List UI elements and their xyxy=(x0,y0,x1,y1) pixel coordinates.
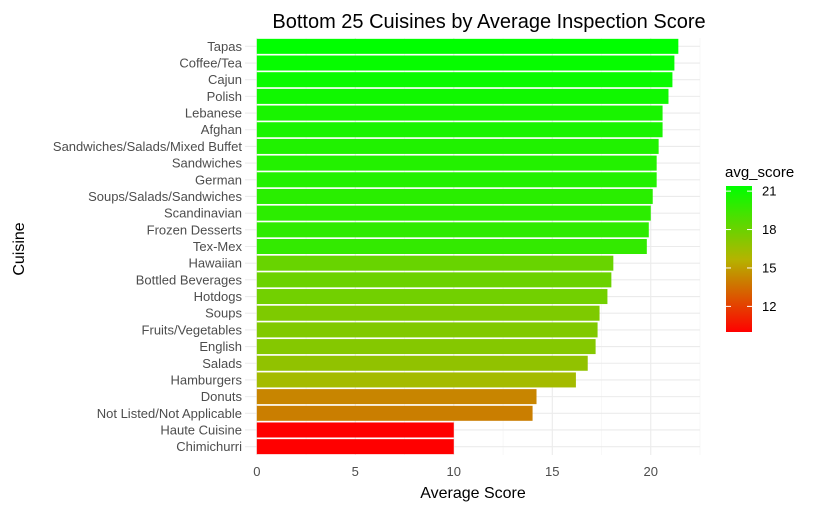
y-tick-label: Coffee/Tea xyxy=(179,56,242,71)
legend-tick-label: 12 xyxy=(762,299,776,314)
y-tick-label: English xyxy=(199,339,242,354)
y-tick-label: Scandinavian xyxy=(164,206,242,221)
legend-colorbar xyxy=(726,186,752,332)
bar xyxy=(256,289,608,305)
y-tick-label: Chimichurri xyxy=(176,439,242,454)
bar xyxy=(256,122,663,138)
bar xyxy=(256,88,669,104)
y-tick-label: Sandwiches xyxy=(172,156,243,171)
x-tick-labels: 0 5 10 15 20 xyxy=(253,464,658,479)
y-tick-label: Polish xyxy=(207,89,242,104)
y-tick-label: Cajun xyxy=(208,72,242,87)
legend-title: avg_score xyxy=(725,164,794,181)
chart-title: Bottom 25 Cuisines by Average Inspection… xyxy=(272,11,705,33)
y-tick-label: Tapas xyxy=(207,39,242,54)
y-tick-label: Bottled Beverages xyxy=(136,272,243,287)
y-tick-label: Afghan xyxy=(201,122,242,137)
x-tick-label: 5 xyxy=(352,464,359,479)
y-tick-label: Tex-Mex xyxy=(193,239,243,254)
bar xyxy=(256,405,533,421)
bar xyxy=(256,305,600,321)
bar xyxy=(256,155,657,171)
color-legend: avg_score 12 15 18 21 xyxy=(725,164,794,332)
y-tick-label: Frozen Desserts xyxy=(147,222,243,237)
bar xyxy=(256,355,588,371)
y-tick-label: Fruits/Vegetables xyxy=(142,322,243,337)
bars-group xyxy=(256,38,679,455)
bar xyxy=(256,205,651,221)
bar xyxy=(256,372,576,388)
legend-tick-label: 15 xyxy=(762,260,776,275)
y-axis-title: Cuisine xyxy=(11,222,28,275)
y-tick-label: German xyxy=(195,172,242,187)
bar xyxy=(256,238,647,255)
y-tick-label: Hamburgers xyxy=(170,372,242,387)
legend-tick-label: 21 xyxy=(762,184,776,199)
y-tick-label: Haute Cuisine xyxy=(160,422,242,437)
bar xyxy=(256,172,657,188)
bar xyxy=(256,255,614,271)
y-tick-label: Soups xyxy=(205,306,242,321)
y-tick-label: Lebanese xyxy=(185,106,242,121)
bar xyxy=(256,322,598,338)
bar xyxy=(256,422,454,438)
x-axis-title: Average Score xyxy=(420,485,526,502)
y-tick-label: Soups/Salads/Sandwiches xyxy=(88,189,242,204)
bar xyxy=(256,389,537,405)
y-tick-label: Donuts xyxy=(201,389,243,404)
bar xyxy=(256,38,679,54)
legend-tick-label: 18 xyxy=(762,222,776,237)
bar xyxy=(256,55,675,71)
bar xyxy=(256,439,454,455)
x-tick-label: 10 xyxy=(447,464,461,479)
bar xyxy=(256,222,649,238)
x-tick-label: 0 xyxy=(253,464,260,479)
bar xyxy=(256,339,596,355)
bar xyxy=(256,272,612,288)
y-tick-label: Hawaiian xyxy=(189,256,242,271)
bar xyxy=(256,188,653,204)
bar xyxy=(256,72,673,88)
bar xyxy=(256,138,659,154)
y-tick-label: Not Listed/Not Applicable xyxy=(97,406,242,421)
y-tick-label: Sandwiches/Salads/Mixed Buffet xyxy=(53,139,242,154)
x-tick-label: 15 xyxy=(545,464,559,479)
y-tick-label: Hotdogs xyxy=(194,289,243,304)
x-tick-label: 20 xyxy=(644,464,658,479)
bar xyxy=(256,105,663,121)
y-tick-label: Salads xyxy=(202,356,242,371)
